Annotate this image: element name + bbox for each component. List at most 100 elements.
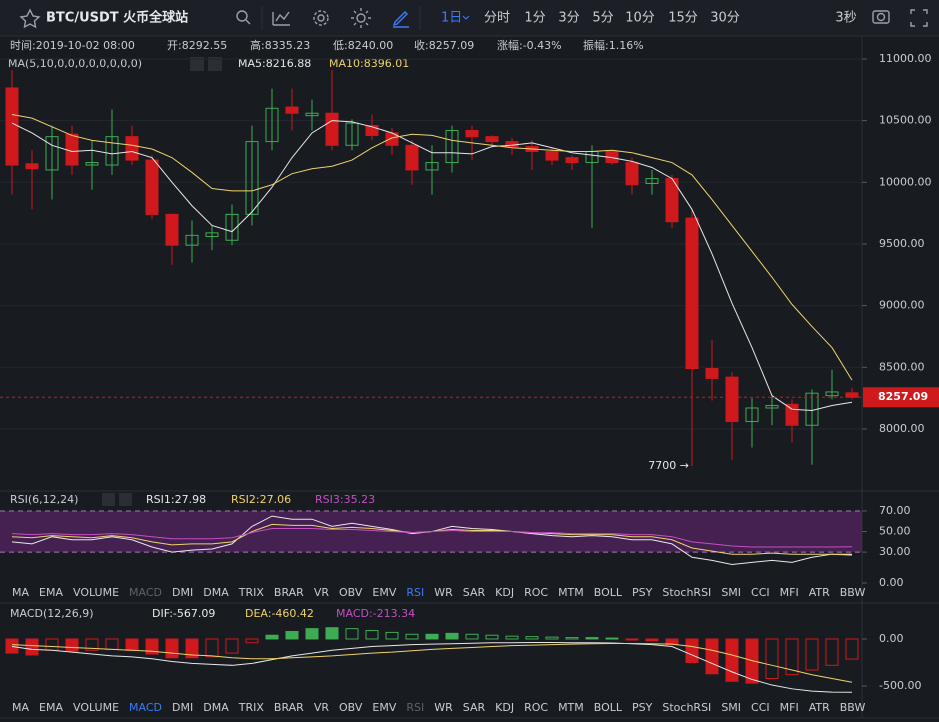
- indicator-tab[interactable]: TRIX: [238, 701, 265, 714]
- interval-tab[interactable]: 5分: [592, 11, 613, 26]
- candle-body: [65, 133, 79, 166]
- candle-body: [445, 129, 459, 164]
- indicator-tab[interactable]: MFI: [780, 701, 799, 714]
- indicator-tab[interactable]: KDJ: [495, 586, 514, 599]
- y-tick-label: 9500.00: [879, 237, 925, 250]
- interval-tab[interactable]: 分时: [484, 11, 510, 26]
- fullscreen-icon[interactable]: [910, 9, 928, 27]
- star-icon[interactable]: [19, 8, 41, 29]
- indicator-tab[interactable]: VOLUME: [73, 701, 119, 714]
- indicator-tab[interactable]: MA: [12, 586, 29, 599]
- y-tick-label: 8500.00: [879, 360, 925, 373]
- indicator-tab[interactable]: MACD: [129, 586, 162, 599]
- indicator-tab[interactable]: BRAR: [274, 701, 304, 714]
- indicator-tab[interactable]: BBW: [840, 701, 866, 714]
- close-button[interactable]: [119, 493, 132, 506]
- symbol-name[interactable]: BTC/USDT 火币全球站: [46, 10, 188, 26]
- indicator-tab[interactable]: SAR: [463, 701, 486, 714]
- macd-bar: [525, 636, 539, 640]
- indicator-tab[interactable]: MTM: [558, 586, 584, 599]
- interval-tab[interactable]: 1日: [441, 11, 462, 26]
- draw-icon[interactable]: [392, 11, 409, 28]
- indicator-tab[interactable]: EMA: [39, 701, 63, 714]
- indicator-tab[interactable]: OBV: [339, 586, 363, 599]
- indicator-tab[interactable]: VOLUME: [73, 586, 119, 599]
- candle-body: [105, 136, 119, 166]
- indicator-tab[interactable]: VR: [314, 701, 330, 714]
- settings-button[interactable]: [102, 493, 115, 506]
- indicator-tab[interactable]: KDJ: [495, 701, 514, 714]
- macd-bar: [5, 638, 19, 654]
- indicator-tab[interactable]: PSY: [632, 701, 653, 714]
- indicator-tab[interactable]: CCI: [751, 586, 770, 599]
- macd-bar: [25, 638, 39, 656]
- indicator-tab[interactable]: PSY: [632, 586, 653, 599]
- indicator-tab[interactable]: ROC: [524, 586, 548, 599]
- indicator-tab[interactable]: TRIX: [238, 586, 265, 599]
- indicator-tab[interactable]: DMA: [203, 701, 229, 714]
- y-tick-label: 50.00: [879, 525, 911, 538]
- interval-tab[interactable]: 10分: [625, 11, 655, 26]
- interval-tab[interactable]: 3分: [558, 11, 579, 26]
- settings-button[interactable]: [190, 57, 204, 71]
- indicator-tab[interactable]: BOLL: [594, 586, 623, 599]
- macd-bar: [425, 633, 439, 640]
- indicator-tab[interactable]: StochRSI: [662, 586, 711, 599]
- search-icon[interactable]: [236, 10, 251, 25]
- indicator-tab[interactable]: WR: [434, 701, 453, 714]
- macd-bar: [345, 628, 359, 640]
- macd-bar: [765, 638, 779, 679]
- indicator-tab[interactable]: EMV: [372, 586, 396, 599]
- indicator-tab[interactable]: BOLL: [594, 701, 623, 714]
- interval-tab[interactable]: 15分: [668, 11, 698, 26]
- indicator-tab[interactable]: RSI: [406, 701, 424, 714]
- indicator-tab[interactable]: EMA: [39, 586, 63, 599]
- interval-tab[interactable]: 30分: [710, 11, 740, 26]
- indicator-icon[interactable]: [272, 11, 290, 26]
- indicator-tab[interactable]: BBW: [840, 586, 866, 599]
- screenshot-icon[interactable]: [872, 10, 890, 24]
- indicator-tab[interactable]: MTM: [558, 701, 584, 714]
- macd-bar: [845, 638, 859, 660]
- low-annotation: 7700 →: [648, 459, 689, 472]
- y-tick-label: 10500.00: [879, 114, 932, 127]
- indicator-tab[interactable]: EMV: [372, 701, 396, 714]
- macd-bar: [445, 632, 459, 640]
- macd-bar: [785, 638, 799, 676]
- indicator-tab[interactable]: ATR: [809, 586, 830, 599]
- macd-bar: [225, 638, 239, 654]
- info-item: 收:8257.09: [414, 38, 474, 52]
- settings-icon[interactable]: [313, 10, 329, 26]
- y-tick-label: -500.00: [879, 679, 921, 692]
- y-tick-label: 9000.00: [879, 299, 925, 312]
- macd-bar: [605, 637, 619, 640]
- indicator-tab[interactable]: ROC: [524, 701, 548, 714]
- indicator-tab[interactable]: ATR: [809, 701, 830, 714]
- indicator-tab[interactable]: DMI: [172, 701, 193, 714]
- indicator-tab[interactable]: OBV: [339, 701, 363, 714]
- interval-tab[interactable]: 1分: [524, 11, 545, 26]
- legend-entry: RSI1:27.98: [146, 493, 206, 506]
- indicator-tab[interactable]: BRAR: [274, 586, 304, 599]
- indicator-tab[interactable]: CCI: [751, 701, 770, 714]
- indicator-tab[interactable]: RSI: [406, 586, 424, 599]
- indicator-tab[interactable]: StochRSI: [662, 701, 711, 714]
- theme-icon[interactable]: [351, 8, 371, 28]
- y-tick-label: 70.00: [879, 504, 911, 517]
- indicator-tab[interactable]: DMI: [172, 586, 193, 599]
- indicator-tab[interactable]: MA: [12, 701, 29, 714]
- close-button[interactable]: [208, 57, 222, 71]
- rsi-title: RSI(6,12,24): [10, 493, 78, 506]
- candle-body: [485, 136, 499, 143]
- candle-body: [45, 136, 59, 171]
- indicator-tab[interactable]: DMA: [203, 586, 229, 599]
- indicator-tab[interactable]: SAR: [463, 586, 486, 599]
- indicator-tab[interactable]: WR: [434, 586, 453, 599]
- refresh-rate[interactable]: 3秒: [835, 11, 856, 26]
- indicator-tab[interactable]: MFI: [780, 586, 799, 599]
- indicator-tab[interactable]: SMI: [721, 586, 741, 599]
- indicator-tab[interactable]: MACD: [129, 701, 162, 714]
- macd-bar: [545, 636, 559, 640]
- indicator-tab[interactable]: SMI: [721, 701, 741, 714]
- indicator-tab[interactable]: VR: [314, 586, 330, 599]
